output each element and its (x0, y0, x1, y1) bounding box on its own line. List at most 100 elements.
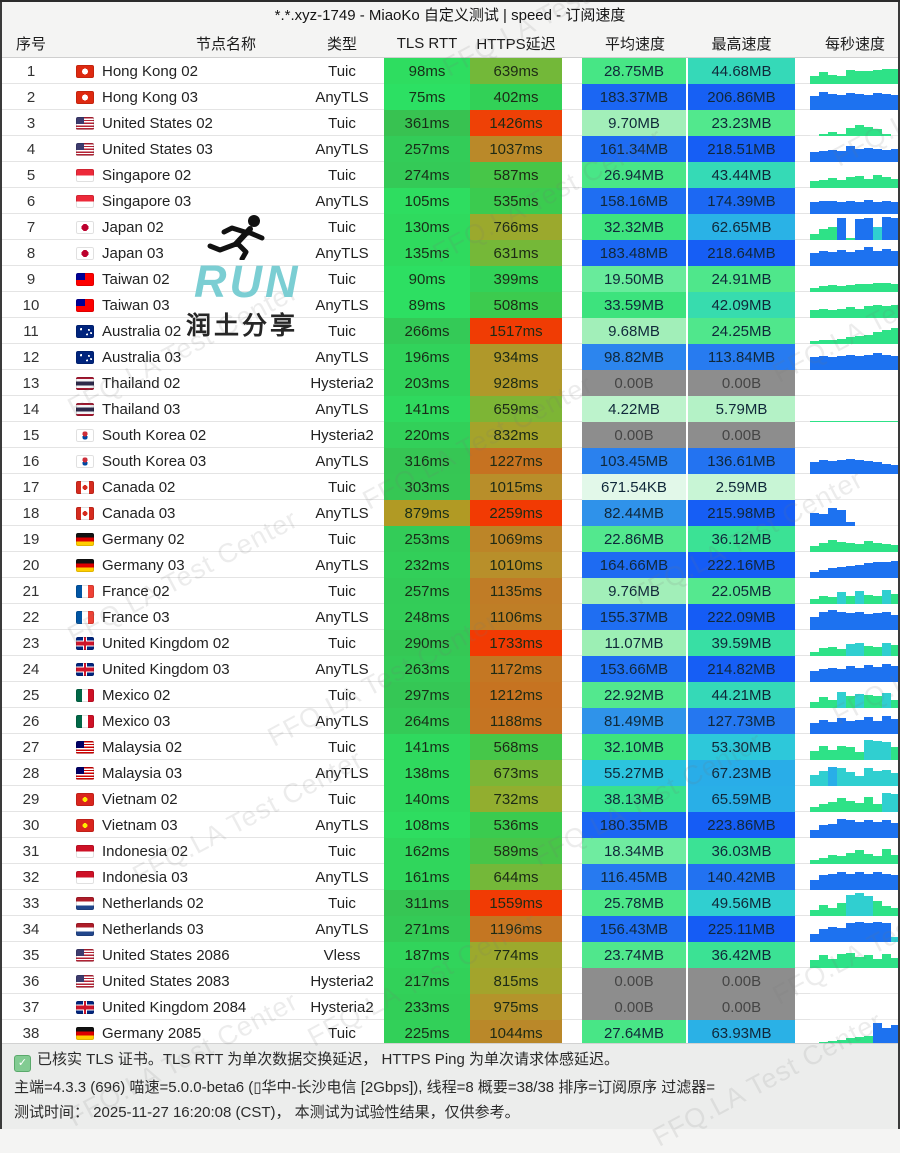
per-second-speed-sparkline (810, 916, 900, 942)
speed-bar (810, 671, 819, 682)
column-gap (562, 604, 582, 630)
speed-bar (855, 250, 864, 266)
column-gap (795, 578, 810, 604)
column-gap (795, 890, 810, 916)
vn-flag-icon (76, 792, 94, 806)
table-row: 15 South Korea 02 Hysteria2 220ms 832ms 0.00B… (0, 422, 900, 448)
max-speed-cell: 23.23MB (688, 110, 795, 136)
table-row: 28 Malaysia 03 AnyTLS 138ms 673ms 55.27MB 67.2… (0, 760, 900, 786)
avg-speed-cell: 183.48MB (582, 240, 688, 266)
speed-bar (810, 934, 819, 942)
speed-bar (891, 561, 900, 578)
speed-bar (828, 94, 837, 110)
column-gap (795, 292, 810, 318)
speed-bar (837, 542, 846, 552)
mx-flag-icon (76, 714, 94, 728)
speed-bar (837, 649, 846, 656)
tls-rtt-cell: 248ms (384, 604, 470, 630)
node-name-cell: Germany 03 (62, 552, 300, 578)
https-latency-cell: 1227ms (470, 448, 562, 474)
node-name-cell: Malaysia 03 (62, 760, 300, 786)
column-gap (562, 968, 582, 994)
protocol-type: AnyTLS (300, 864, 384, 890)
speed-bar (819, 421, 828, 422)
row-index: 18 (0, 500, 62, 526)
column-gap (562, 994, 582, 1020)
speed-bar (891, 251, 900, 266)
max-speed-cell: 136.61MB (688, 448, 795, 474)
node-name-cell: Japan 03 (62, 240, 300, 266)
speed-bar (891, 773, 900, 786)
speed-bar (864, 717, 873, 734)
avg-speed-cell: 4.22MB (582, 396, 688, 422)
speed-bar (873, 175, 882, 188)
speed-bar (837, 460, 846, 474)
speed-bar (873, 771, 882, 786)
node-name: Malaysia 03 (102, 764, 183, 782)
speed-bar (891, 615, 900, 630)
de-flag-icon (76, 1026, 94, 1040)
max-speed-cell: 0.00B (688, 994, 795, 1020)
table-row: 4 United States 03 AnyTLS 257ms 1037ms 161.34… (0, 136, 900, 162)
speed-bar (882, 612, 891, 630)
speed-bar (873, 353, 882, 370)
speed-bar (855, 822, 864, 838)
max-speed-cell: 0.00B (688, 968, 795, 994)
speed-bar (864, 874, 873, 890)
speed-bar (819, 825, 828, 838)
speed-bar (837, 134, 846, 136)
table-row: 16 South Korea 03 AnyTLS 316ms 1227ms 103.45M… (0, 448, 900, 474)
speed-bar (819, 570, 828, 578)
avg-speed-cell: 26.94MB (582, 162, 688, 188)
row-index: 11 (0, 318, 62, 344)
speed-bar (882, 421, 891, 422)
speed-bar (810, 652, 819, 656)
speed-bar (828, 874, 837, 890)
speed-bar (828, 700, 837, 708)
gb-flag-icon (76, 1000, 94, 1014)
ca-flag-icon (76, 480, 94, 494)
tls-rtt-cell: 90ms (384, 266, 470, 292)
id-flag-icon (76, 844, 94, 858)
speed-bar (873, 149, 882, 162)
max-speed-cell: 22.05MB (688, 578, 795, 604)
https-latency-cell: 1044ms (470, 1020, 562, 1046)
per-second-speed-sparkline (810, 448, 900, 474)
max-speed-cell: 225.11MB (688, 916, 795, 942)
node-name-cell: Germany 02 (62, 526, 300, 552)
speed-bar (837, 309, 846, 318)
row-index: 27 (0, 734, 62, 760)
max-speed-cell: 39.59MB (688, 630, 795, 656)
us-flag-icon (76, 974, 94, 988)
https-latency-cell: 975ms (470, 994, 562, 1020)
per-second-speed-sparkline (810, 214, 900, 240)
tls-rtt-cell: 253ms (384, 526, 470, 552)
table-row: 17 Canada 02 Tuic 303ms 1015ms 671.54KB 2.59MB (0, 474, 900, 500)
tls-rtt-cell: 161ms (384, 864, 470, 890)
speed-bar (846, 747, 855, 760)
us-flag-icon (76, 948, 94, 962)
speed-bar (855, 803, 864, 812)
per-second-speed-sparkline (810, 838, 900, 864)
speed-bar (882, 249, 891, 266)
table-row: 14 Thailand 03 AnyTLS 141ms 659ms 4.22MB 5.79M… (0, 396, 900, 422)
per-second-speed-sparkline (810, 604, 900, 630)
row-index: 14 (0, 396, 62, 422)
hk-flag-icon (76, 64, 94, 78)
speed-bar (882, 742, 891, 760)
per-second-speed-sparkline (810, 942, 900, 968)
speed-bar (846, 307, 855, 318)
node-name: Vietnam 02 (102, 790, 178, 808)
speed-bar (810, 617, 819, 630)
https-latency-cell: 639ms (470, 58, 562, 84)
speed-bar (846, 923, 855, 942)
https-latency-cell: 1212ms (470, 682, 562, 708)
node-name: Germany 03 (102, 556, 185, 574)
node-name-cell: Taiwan 03 (62, 292, 300, 318)
speed-bar (846, 644, 855, 656)
column-gap (562, 188, 582, 214)
node-name: Germany 2085 (102, 1024, 202, 1042)
speed-bar (846, 522, 855, 526)
speed-bar (819, 543, 828, 552)
row-index: 7 (0, 214, 62, 240)
